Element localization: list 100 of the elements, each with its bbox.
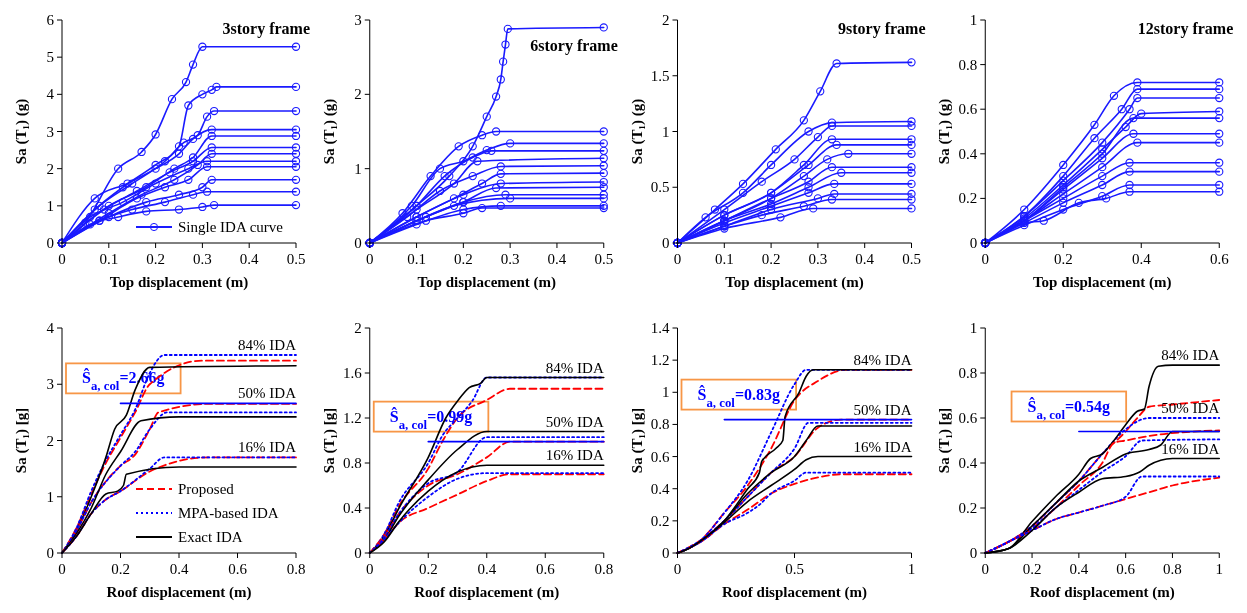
y-tick-label: 3 — [46, 123, 54, 140]
x-tick-label: 0 — [58, 561, 66, 577]
y-tick-label: 1 — [969, 320, 978, 336]
x-tick-label: 0.8 — [1163, 561, 1182, 577]
x-axis-title: Roof displacement (m) — [414, 584, 560, 601]
x-tick-label: 0.5 — [902, 251, 921, 267]
y-tick-label: 6 — [46, 12, 55, 28]
chart-title: 12story frame — [1137, 20, 1234, 38]
x-tick-label: 0 — [981, 251, 989, 267]
annotation: Ŝ$_{a, col}$=0.83g — [697, 384, 781, 410]
y-tick-label: 1.6 — [343, 365, 363, 381]
y-tick-label: 0 — [354, 545, 362, 561]
x-tick-label: 0.6 — [1209, 251, 1230, 267]
x-tick-label: 0.3 — [500, 251, 520, 267]
y-axis-title: Sa (T₁) [g] — [320, 407, 338, 474]
y-tick-label: 1.5 — [650, 67, 670, 84]
x-tick-label: 0.4 — [1069, 561, 1089, 577]
y-tick-label: 0.2 — [958, 500, 978, 516]
y-axis-title: Sa (T₁) (g) — [936, 98, 954, 165]
y-tick-label: 2 — [354, 320, 362, 336]
y-tick-label: 1.4 — [650, 320, 670, 336]
y-tick-label: 0 — [46, 235, 54, 251]
y-tick-label: 4 — [46, 320, 55, 336]
y-axis-title: Sa (T₁) (g) — [320, 98, 338, 165]
x-axis-title: Roof displacement (m) — [1029, 584, 1175, 601]
x-tick-label: 0 — [673, 561, 682, 577]
x-axis-title: Top displacement (m) — [1032, 274, 1172, 291]
annotation: 84% IDA — [238, 337, 297, 353]
x-tick-label: 0 — [366, 251, 374, 267]
x-tick-label: 0.2 — [111, 561, 130, 577]
y-tick-label: 1 — [46, 488, 54, 505]
x-tick-label: 0.2 — [1022, 561, 1042, 577]
y-tick-label: 0.8 — [343, 455, 362, 471]
x-tick-label: 1 — [907, 561, 916, 577]
x-tick-label: 0 — [58, 251, 66, 267]
x-tick-label: 0 — [673, 251, 682, 267]
x-tick-label: 0.4 — [169, 561, 189, 577]
x-tick-label: 0.2 — [761, 251, 781, 267]
x-tick-label: 0.5 — [785, 561, 804, 577]
x-tick-label: 0.5 — [594, 251, 614, 267]
x-tick-label: 0.2 — [146, 251, 165, 267]
y-tick-label: 0.2 — [958, 190, 978, 207]
x-tick-label: 0.8 — [594, 561, 614, 577]
y-tick-label: 0 — [969, 235, 978, 251]
y-tick-label: 0.8 — [650, 416, 670, 433]
y-tick-label: 0.5 — [650, 179, 670, 196]
y-axis-title: Sa (T₁) [g] — [936, 407, 954, 474]
x-tick-label: 0.6 — [228, 561, 248, 577]
y-tick-label: 5 — [46, 49, 54, 66]
x-tick-label: 1 — [1215, 561, 1223, 577]
annotation: Ŝ$_{a, col}$=0.54g — [1027, 396, 1111, 422]
annotation: 84% IDA — [1161, 347, 1220, 364]
y-tick-label: 1 — [354, 160, 362, 177]
annotation: 84% IDA — [545, 359, 604, 376]
x-axis-title: Top displacement (m) — [417, 274, 557, 291]
annotation: 84% IDA — [853, 351, 912, 368]
y-tick-label: 1 — [969, 12, 978, 28]
y-axis-title: Sa (T₁) (g) — [628, 98, 646, 165]
y-axis-title: Sa (T₁) (g) — [13, 98, 30, 165]
x-tick-label: 0 — [366, 561, 374, 577]
y-tick-label: 0 — [46, 545, 54, 561]
y-tick-label: 1 — [46, 197, 54, 214]
text: 6story frame — [530, 37, 618, 56]
x-axis-title: Top displacement (m) — [725, 274, 864, 291]
x-axis-title: Top displacement (m) — [109, 274, 249, 291]
x-tick-label: 0.4 — [477, 561, 497, 577]
x-tick-label: 0.2 — [453, 251, 473, 267]
y-tick-label: 0 — [662, 235, 670, 251]
x-tick-label: 0.4 — [547, 251, 567, 267]
x-tick-label: 0.4 — [1131, 251, 1152, 267]
y-axis-title: Sa (T₁) [g] — [13, 407, 30, 474]
annotation: 50% IDA — [853, 401, 912, 418]
y-tick-label: 4 — [46, 86, 55, 103]
annotation: 50% IDA — [1161, 400, 1220, 416]
legend-label: Exact IDA — [178, 529, 243, 545]
x-tick-label: 0.5 — [286, 251, 306, 267]
y-tick-label: 2 — [46, 432, 54, 449]
y-axis-title: Sa (T₁) [g] — [628, 407, 646, 474]
y-tick-label: 0.6 — [958, 101, 978, 118]
x-tick-label: 0 — [981, 561, 989, 577]
x-axis-title: Roof displacement (m) — [722, 584, 867, 601]
x-tick-label: 0.3 — [193, 251, 212, 267]
annotation: 50% IDA — [238, 385, 297, 402]
y-tick-label: 0.4 — [958, 455, 978, 471]
y-tick-label: 0 — [969, 545, 978, 561]
y-tick-label: 3 — [46, 376, 54, 393]
x-tick-label: 0.4 — [855, 251, 875, 267]
x-tick-label: 0.1 — [714, 251, 734, 267]
y-tick-label: 1 — [662, 384, 670, 401]
y-tick-label: 0.2 — [650, 512, 670, 529]
y-tick-label: 0.4 — [343, 500, 363, 516]
y-tick-label: 0.6 — [650, 448, 670, 465]
y-tick-label: 0.4 — [958, 145, 978, 162]
legend-label: Proposed — [178, 481, 235, 497]
y-tick-label: 1 — [662, 123, 670, 140]
legend-label: MPA-based IDA — [178, 505, 279, 521]
x-tick-label: 0.1 — [99, 251, 119, 267]
chart-title: 9story frame — [837, 20, 926, 38]
x-tick-label: 0.8 — [286, 561, 306, 577]
y-tick-label: 1.2 — [650, 352, 670, 369]
